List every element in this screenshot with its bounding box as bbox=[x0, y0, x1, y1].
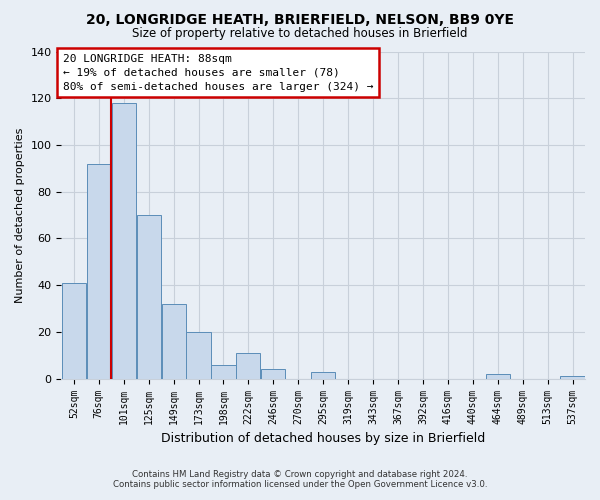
Text: 20, LONGRIDGE HEATH, BRIERFIELD, NELSON, BB9 0YE: 20, LONGRIDGE HEATH, BRIERFIELD, NELSON,… bbox=[86, 12, 514, 26]
Bar bbox=[112, 103, 136, 378]
Bar bbox=[87, 164, 111, 378]
Text: Contains HM Land Registry data © Crown copyright and database right 2024.
Contai: Contains HM Land Registry data © Crown c… bbox=[113, 470, 487, 489]
Text: 20 LONGRIDGE HEATH: 88sqm
← 19% of detached houses are smaller (78)
80% of semi-: 20 LONGRIDGE HEATH: 88sqm ← 19% of detac… bbox=[62, 54, 373, 92]
Bar bbox=[560, 376, 584, 378]
X-axis label: Distribution of detached houses by size in Brierfield: Distribution of detached houses by size … bbox=[161, 432, 485, 445]
Bar bbox=[236, 353, 260, 378]
Bar bbox=[311, 372, 335, 378]
Y-axis label: Number of detached properties: Number of detached properties bbox=[15, 128, 25, 303]
Bar bbox=[187, 332, 211, 378]
Text: Size of property relative to detached houses in Brierfield: Size of property relative to detached ho… bbox=[132, 28, 468, 40]
Bar bbox=[211, 364, 236, 378]
Bar bbox=[137, 215, 161, 378]
Bar bbox=[62, 283, 86, 378]
Bar bbox=[161, 304, 185, 378]
Bar bbox=[485, 374, 510, 378]
Bar bbox=[261, 370, 286, 378]
